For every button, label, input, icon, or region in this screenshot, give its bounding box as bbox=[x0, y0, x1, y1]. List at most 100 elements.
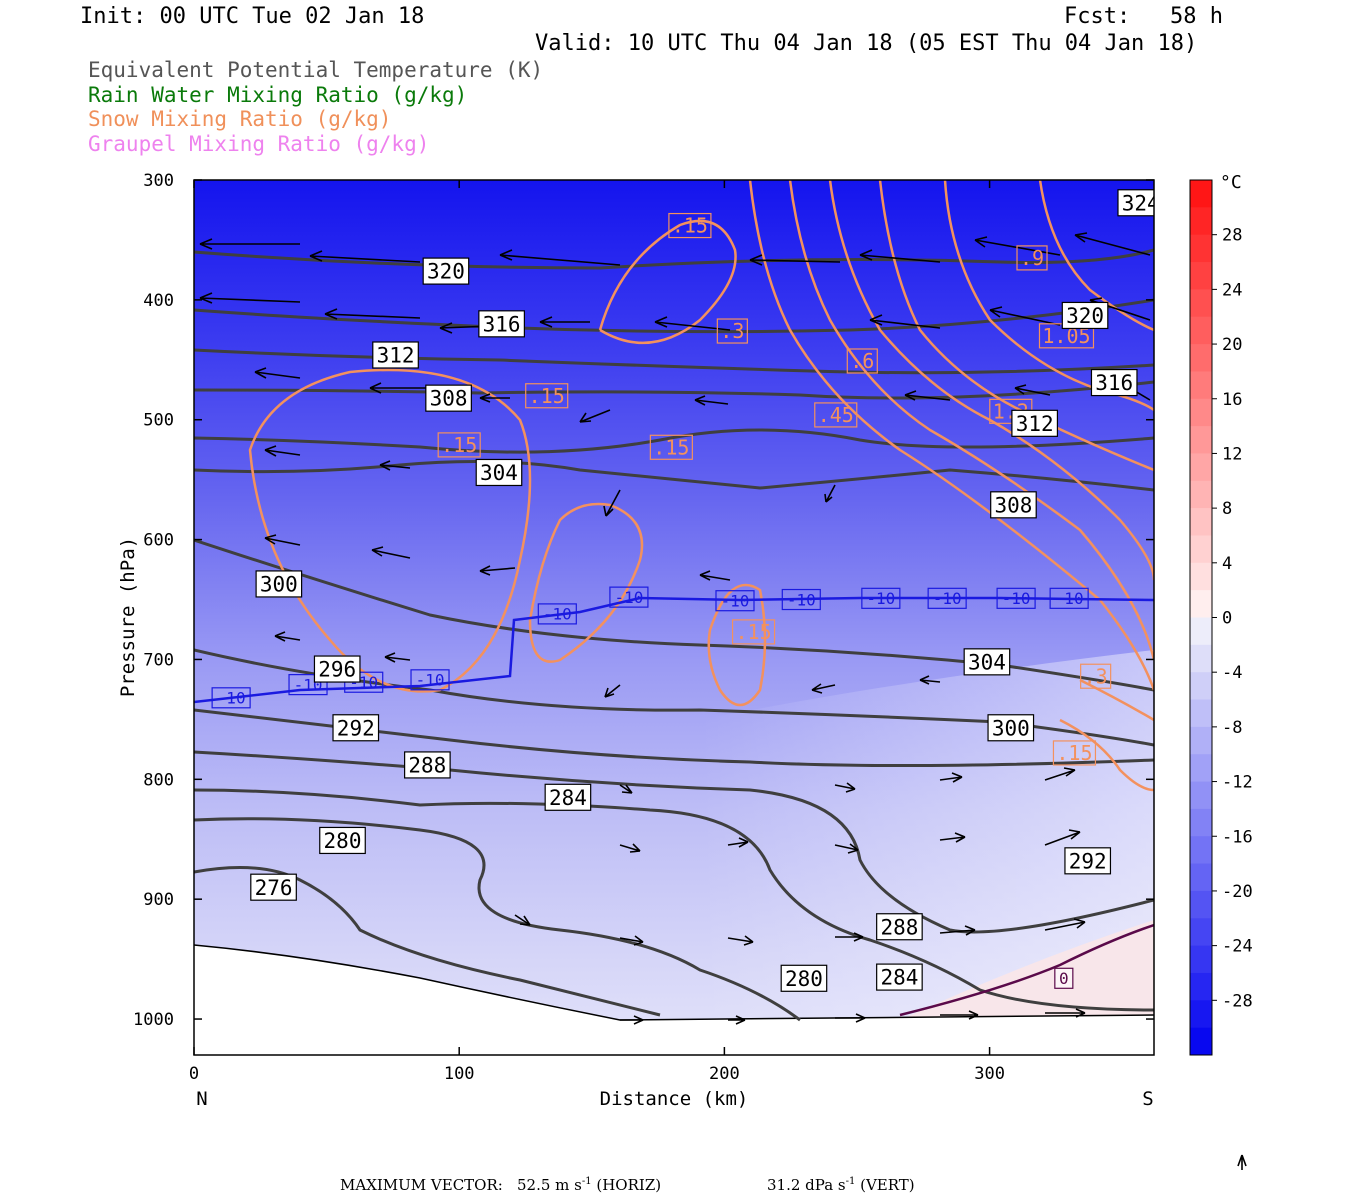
colorbar-tick-label: 16 bbox=[1222, 390, 1242, 410]
valid-time: Valid: 10 UTC Thu 04 Jan 18 (05 EST Thu … bbox=[535, 31, 1198, 56]
theta-e-contour bbox=[194, 380, 1154, 400]
y-tick-label: 600 bbox=[143, 531, 174, 551]
theta-e-labels: 320 316 312 308 304 300 296 292 288 284 280 276 324 3… bbox=[250, 189, 1154, 992]
wind-vector bbox=[274, 631, 301, 642]
colorbar-unit: °C bbox=[1220, 172, 1242, 193]
svg-text:.45: .45 bbox=[818, 403, 854, 427]
svg-text:-10: -10 bbox=[416, 671, 445, 690]
snow-contour bbox=[943, 180, 1154, 412]
y-tick-label: 900 bbox=[143, 890, 174, 910]
theta-e-contour bbox=[194, 460, 1154, 492]
theta-e-contours bbox=[194, 248, 1154, 1022]
wind-vector bbox=[904, 390, 951, 401]
legend-theta-e: Equivalent Potential Temperature (K) bbox=[88, 58, 544, 82]
wind-vector bbox=[371, 546, 411, 559]
theta-e-label: 292 bbox=[1064, 847, 1112, 875]
theta-e-contour bbox=[194, 708, 1154, 768]
svg-text:.15: .15 bbox=[529, 384, 565, 408]
svg-text:-10: -10 bbox=[866, 589, 895, 608]
wind-vector bbox=[384, 652, 411, 663]
wind-vector bbox=[824, 484, 836, 503]
theta-e-label: 316 bbox=[1090, 368, 1138, 397]
y-tick-label: 1000 bbox=[133, 1010, 174, 1030]
snow-label: .15 bbox=[1052, 740, 1097, 766]
colorbar-ticks: 28 24 20 16 12 8 4 0 -4 -8 -12 -16 -20 -24 -28 bbox=[1212, 226, 1253, 1011]
svg-text:-10: -10 bbox=[1002, 589, 1031, 608]
theta-e-label: 304 bbox=[475, 458, 523, 487]
y-axis-label: Pressure (hPa) bbox=[117, 537, 139, 697]
terrain-outline bbox=[194, 944, 1154, 1021]
above-freezing-fill bbox=[900, 920, 1154, 1020]
wind-vector bbox=[939, 832, 966, 843]
colorbar-segment bbox=[1190, 726, 1212, 755]
wind-vector bbox=[264, 445, 301, 457]
snow-label: .15 bbox=[731, 619, 776, 645]
legend-snow: Snow Mixing Ratio (g/kg) bbox=[88, 107, 392, 131]
colorbar-segment bbox=[1190, 262, 1212, 290]
y-tick-label: 300 bbox=[143, 171, 174, 191]
wind-vector bbox=[619, 843, 641, 853]
isotherm-label: -10 bbox=[927, 587, 967, 609]
colorbar-segment bbox=[1190, 316, 1212, 345]
x-tick-label: 100 bbox=[444, 1064, 475, 1084]
theta-e-contour bbox=[194, 750, 1154, 934]
legend-graupel: Graupel Mixing Ratio (g/kg) bbox=[88, 132, 430, 156]
wind-vector bbox=[835, 1013, 866, 1023]
x-tick-label: 300 bbox=[974, 1064, 1005, 1084]
theta-e-label: 312 bbox=[1011, 409, 1059, 437]
theta-e-label: 284 bbox=[876, 963, 923, 991]
colorbar-tick-label: -20 bbox=[1222, 882, 1253, 902]
svg-text:.3: .3 bbox=[1084, 664, 1108, 688]
wind-vector bbox=[579, 409, 611, 423]
svg-text:.9: .9 bbox=[1020, 246, 1044, 270]
svg-text:312: 312 bbox=[1016, 412, 1054, 436]
svg-text:288: 288 bbox=[880, 915, 918, 939]
snow-label: .3 bbox=[1080, 663, 1112, 689]
theta-e-contour bbox=[194, 348, 1154, 375]
svg-text:-10: -10 bbox=[933, 589, 962, 608]
svg-text:296: 296 bbox=[318, 658, 356, 682]
snow-label: .6 bbox=[846, 348, 878, 374]
svg-text:304: 304 bbox=[968, 650, 1006, 674]
init-time: Init: 00 UTC Tue 02 Jan 18 bbox=[80, 4, 425, 29]
reference-vector-icon bbox=[1237, 1154, 1247, 1170]
snow-labels: .15.15.15.15.3.6.45.91.051.2.15.3.15 bbox=[437, 212, 1112, 766]
wind-vector bbox=[199, 292, 301, 304]
wind-vector bbox=[1074, 232, 1151, 256]
svg-text:.15: .15 bbox=[672, 214, 708, 238]
snow-label: .3 bbox=[716, 318, 748, 344]
svg-text:280: 280 bbox=[785, 967, 823, 991]
zero-isotherm-label: 0 bbox=[1054, 967, 1074, 989]
theta-e-label: 312 bbox=[372, 341, 419, 369]
svg-text:284: 284 bbox=[549, 786, 587, 810]
x-axis-label: Distance (km) bbox=[600, 1088, 749, 1110]
colorbar-tick-label: -12 bbox=[1222, 773, 1253, 793]
svg-text:320: 320 bbox=[1066, 304, 1104, 328]
x-end-right-label: S bbox=[1142, 1088, 1153, 1110]
x-axis: 0 100 200 300 bbox=[189, 180, 1005, 1084]
wind-vector bbox=[728, 1015, 746, 1025]
svg-text:.15: .15 bbox=[1056, 741, 1092, 765]
x-end-left-label: N bbox=[196, 1088, 207, 1110]
wind-vector bbox=[309, 250, 421, 263]
svg-text:-10: -10 bbox=[787, 590, 816, 609]
svg-text:.15: .15 bbox=[653, 435, 689, 459]
svg-text:308: 308 bbox=[430, 387, 468, 411]
theta-e-label: 300 bbox=[255, 570, 303, 598]
y-tick-label: 500 bbox=[143, 411, 174, 431]
wind-vector bbox=[1044, 918, 1086, 931]
svg-text:280: 280 bbox=[324, 829, 362, 853]
colorbar-segment bbox=[1190, 672, 1212, 701]
snow-label: .15 bbox=[437, 432, 481, 458]
colorbar-segment bbox=[1190, 480, 1212, 509]
svg-text:-10: -10 bbox=[721, 591, 750, 610]
wind-vector bbox=[919, 675, 941, 685]
wind-vector bbox=[834, 843, 859, 854]
wind-vector bbox=[199, 238, 300, 250]
wind-vector bbox=[1044, 767, 1076, 781]
snow-contour bbox=[788, 180, 1154, 661]
isotherm-label: -10 bbox=[1049, 587, 1089, 609]
snow-contour bbox=[1038, 180, 1154, 332]
snow-contour bbox=[248, 368, 532, 693]
legend-rain-water: Rain Water Mixing Ratio (g/kg) bbox=[88, 83, 468, 107]
